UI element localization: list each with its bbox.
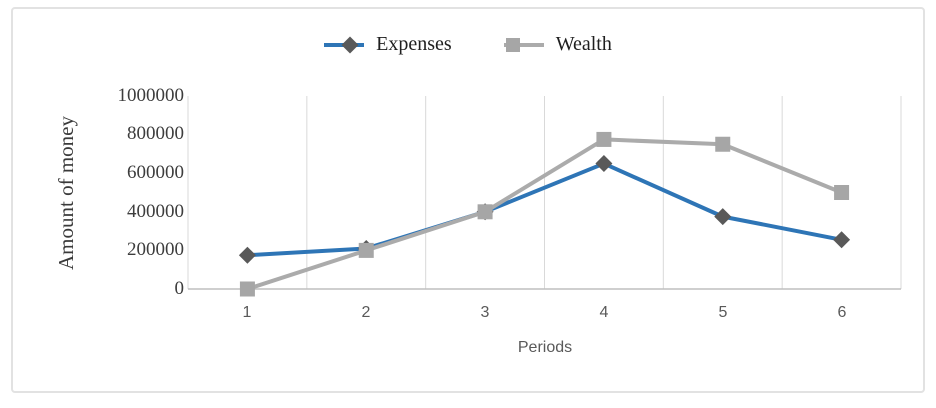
y-tick-label: 800000 <box>127 123 184 144</box>
chart-legend: Expenses Wealth <box>0 32 936 58</box>
y-tick-label: 600000 <box>127 162 184 183</box>
y-tick-label: 200000 <box>127 239 184 260</box>
y-tick-label: 400000 <box>127 201 184 222</box>
legend-item-wealth: Wealth <box>503 33 612 56</box>
y-tick-label: 1000000 <box>117 85 185 106</box>
x-tick-label: 5 <box>718 304 728 321</box>
wealth-line-marker-icon <box>503 36 544 54</box>
chart-frame <box>11 7 925 393</box>
wealth-line-swatch <box>503 43 544 47</box>
x-tick-label: 1 <box>242 304 252 321</box>
expenses-line-marker-icon <box>324 36 365 54</box>
legend-label-expenses: Expenses <box>376 33 452 55</box>
legend-label-wealth: Wealth <box>555 33 612 55</box>
x-tick-label: 3 <box>480 304 490 321</box>
x-tick-label: 6 <box>837 304 847 321</box>
legend-item-expenses: Expenses <box>324 34 452 56</box>
x-tick-label: 2 <box>361 304 371 321</box>
x-axis-title: Periods <box>517 339 573 356</box>
x-tick-label: 4 <box>599 304 609 321</box>
square-marker-icon <box>505 38 520 52</box>
y-tick-label: 0 <box>174 278 185 299</box>
